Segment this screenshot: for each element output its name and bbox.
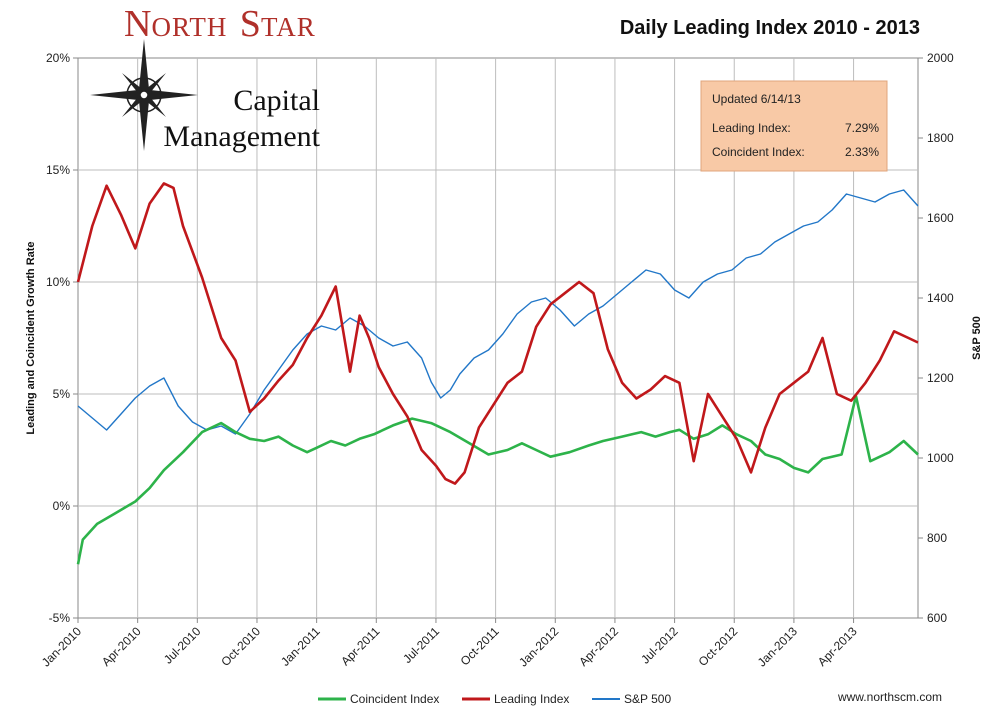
x-tick-label: Apr-2012 [576,624,621,669]
website-label: www.northscm.com [837,690,942,704]
y-tick-label: 5% [53,387,71,401]
x-axis-ticks: Jan-2010 Apr-2010 Jul-2010 Oct-2010 Jan-2011… [39,618,860,670]
info-box: Updated 6/14/13 Leading Index: 7.29% Coi… [700,80,888,172]
y2-tick-label: 1200 [927,371,954,385]
logo-management: Management [163,120,320,153]
info-leading-label: Leading Index: [712,121,791,135]
y-tick-label: -5% [49,611,71,625]
legend-label-coincident: Coincident Index [350,692,439,706]
legend-label-leading: Leading Index [494,692,569,706]
left-axis-ticks: -5% 0% 5% 10% 15% 20% [46,51,78,625]
y2-tick-label: 1000 [927,451,954,465]
series-lines [76,182,919,565]
x-tick-label: Oct-2011 [458,624,502,668]
y2-tick-label: 800 [927,531,947,545]
y2-tick-label: 600 [927,611,947,625]
compass-rose-icon [90,39,198,151]
x-tick-label: Jan-2012 [516,624,562,670]
series-line-coincident-index [76,394,919,565]
x-tick-label: Apr-2010 [99,624,144,669]
logo-capital: Capital [233,84,320,117]
series-line-leading-index [76,182,919,485]
series-line-s-p-500 [77,189,919,435]
y-tick-label: 15% [46,163,70,177]
y2-tick-label: 1400 [927,291,954,305]
grid-lines [78,58,918,618]
right-axis-ticks: 600 800 1000 1200 1400 1600 1800 2000 [918,51,954,625]
chart-title: Daily Leading Index 2010 - 2013 [620,17,920,39]
logo: NORTH STAR Capital Management [90,3,321,153]
x-tick-label: Oct-2012 [696,624,741,669]
x-tick-label: Jul-2011 [400,624,442,666]
x-tick-label: Jul-2012 [638,624,681,667]
y2-axis-title: S&P 500 [971,316,983,360]
x-tick-label: Oct-2010 [218,624,263,669]
legend: Coincident Index Leading Index S&P 500 [318,692,671,706]
logo-wordmark: NORTH STAR [124,3,316,45]
info-updated: Updated 6/14/13 [712,92,801,106]
legend-label-sp500: S&P 500 [624,692,671,706]
y-tick-label: 10% [46,275,70,289]
x-tick-label: Jan-2013 [755,624,801,670]
x-tick-label: Jul-2010 [161,624,204,667]
y-tick-label: 20% [46,51,70,65]
info-coincident-value: 2.33% [845,145,879,159]
x-tick-label: Jan-2011 [278,624,323,669]
info-leading-value: 7.29% [845,121,879,135]
x-tick-label: Apr-2011 [338,624,382,668]
y-axis-title: Leading and Coincident Growth Rate [25,241,37,434]
y2-tick-label: 1800 [927,131,954,145]
x-tick-label: Jan-2010 [39,624,85,670]
y2-tick-label: 2000 [927,51,954,65]
x-tick-label: Apr-2013 [815,624,860,669]
info-coincident-label: Coincident Index: [712,145,805,159]
y-tick-label: 0% [53,499,71,513]
y2-tick-label: 1600 [927,211,954,225]
